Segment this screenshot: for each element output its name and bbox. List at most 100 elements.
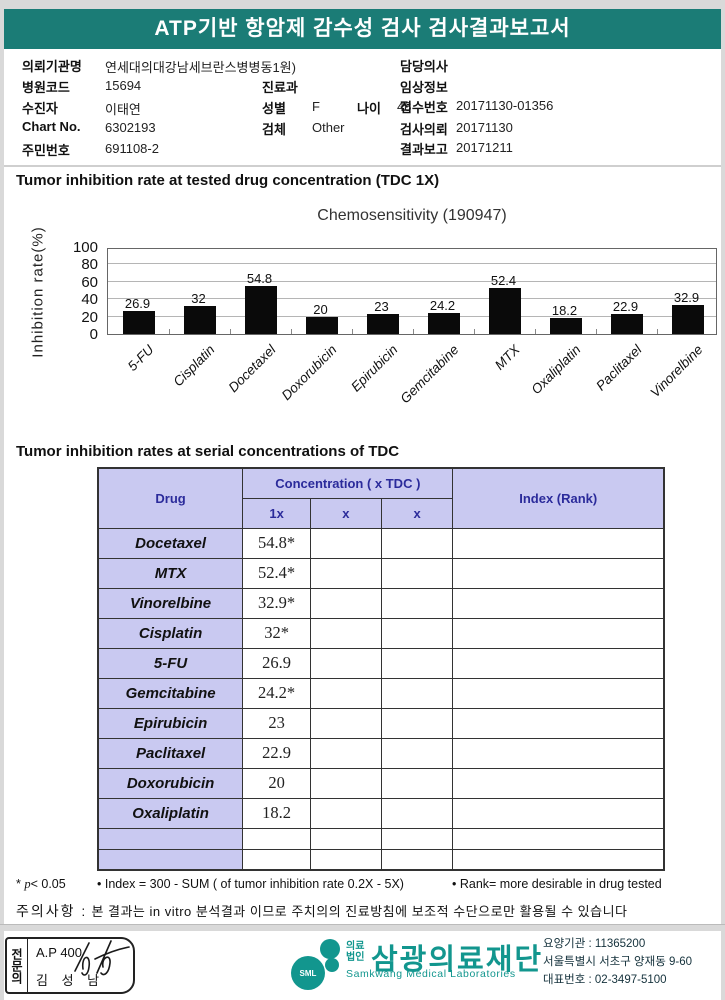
chemosensitivity-chart: Chemosensitivity (190947) Inhibition rat… [0, 195, 725, 445]
chart-no-value: 6302193 [105, 120, 156, 135]
table-row [97, 848, 665, 871]
bar-Doxorubicin [305, 316, 338, 334]
patient-label: 수진자 [22, 101, 58, 116]
drug-name-cell [97, 827, 244, 850]
drug-name-cell [97, 848, 244, 871]
report-date-value: 20171211 [456, 140, 513, 155]
stamp-body: A.P 400 김 성 남 [28, 939, 133, 992]
page-margin-right [721, 0, 725, 1000]
specialist-name: 김 성 남 [36, 973, 105, 988]
hospital-code-label: 병원코드 [22, 80, 70, 95]
drug-name-cell: Doxorubicin [97, 767, 244, 799]
table-row: Epirubicin 23 [97, 707, 665, 739]
drug-name-cell: Cisplatin [97, 617, 244, 649]
value-cell [452, 767, 665, 799]
bar-Epirubicin [366, 314, 399, 334]
bar-value-label: 52.4 [490, 273, 517, 289]
bar-value-label: 54.8 [246, 271, 273, 287]
col-header-concentration: Concentration ( x TDC ) [242, 467, 454, 499]
y-tick-label: 0 [89, 326, 98, 343]
org-value: 연세대의대강남세브란스병병동1원) [105, 60, 296, 75]
x-category-label: Paclitaxel [592, 342, 645, 394]
sml-logo-icon: SML [291, 939, 340, 990]
value-cell [380, 797, 454, 829]
bar-value-label: 32 [191, 291, 206, 307]
gridline [108, 315, 716, 317]
bar-value-label: 18.2 [551, 303, 578, 319]
value-cell [380, 737, 454, 769]
table-row: MTX 52.4* [97, 557, 665, 589]
value-cell: 18.2 [242, 797, 312, 829]
table-row: Doxorubicin 20 [97, 767, 665, 799]
value-cell [310, 647, 382, 679]
y-tick-label: 20 [81, 308, 98, 326]
rank-note: • Rank= more desirable in drug tested [452, 877, 662, 891]
footer-divider [0, 924, 725, 931]
value-cell [380, 617, 454, 649]
x-tick [230, 329, 231, 334]
sml-logo-text: SML [300, 969, 317, 978]
drug-name-cell: 5-FU [97, 647, 244, 679]
bar-5-FU [122, 310, 155, 334]
bar-Oxaliplatin [549, 318, 582, 334]
contact-phone: 대표번호 : 02-3497-5100 [543, 974, 667, 986]
specialist-stamp-box: 전문의 A.P 400 김 성 남 [5, 937, 135, 994]
y-tick-label: 80 [81, 256, 98, 274]
bar-value-label: 24.2 [429, 297, 456, 313]
table-row: Gemcitabine 24.2* [97, 677, 665, 709]
contact-address: 서울특별시 서초구 양재동 9-60 [543, 956, 692, 968]
request-date-label: 검사의뢰 [400, 122, 448, 137]
value-cell [452, 677, 665, 709]
bar-Vinorelbine [671, 305, 704, 334]
specialist-code: A.P 400 [36, 945, 83, 960]
section2-heading: Tumor inhibition rates at serial concent… [16, 443, 400, 460]
chart-no-label: Chart No. [22, 119, 81, 134]
report-title: ATP기반 항암제 감수성 검사 검사결과보고서 [4, 9, 721, 49]
asterisk: * [16, 877, 21, 891]
col-header-x3: x [380, 497, 454, 529]
drug-name-cell: Oxaliplatin [97, 797, 244, 829]
sex-value: F [312, 99, 320, 114]
section-divider [4, 165, 721, 167]
value-cell: 26.9 [242, 647, 312, 679]
table-row: 5-FU 26.9 [97, 647, 665, 679]
index-note: • Index = 300 - SUM ( of tumor inhibitio… [97, 877, 404, 891]
value-cell [380, 707, 454, 739]
value-cell [310, 557, 382, 589]
org-type-line1: 의료 [346, 941, 365, 952]
value-cell [452, 797, 665, 829]
value-cell [242, 827, 312, 850]
value-cell [310, 587, 382, 619]
value-cell [380, 677, 454, 709]
table-row [97, 827, 665, 850]
chart-title: Chemosensitivity (190947) [317, 207, 507, 224]
value-cell [452, 587, 665, 619]
patient-value: 이태연 [105, 102, 141, 117]
value-cell [380, 647, 454, 679]
value-cell: 32* [242, 617, 312, 649]
drug-name-cell: Gemcitabine [97, 677, 244, 709]
value-cell [452, 617, 665, 649]
value-cell [242, 848, 312, 871]
caution-label: 주의사항 : [16, 903, 88, 919]
value-cell: 23 [242, 707, 312, 739]
bar-value-label: 20 [313, 301, 328, 317]
specialist-vertical-label: 전문의 [7, 939, 28, 992]
value-cell: 20 [242, 767, 312, 799]
value-cell [452, 737, 665, 769]
drug-name-cell: MTX [97, 557, 244, 589]
x-tick [474, 329, 475, 334]
page-margin-top [0, 0, 725, 9]
org-type-line2: 법인 [346, 952, 365, 963]
value-cell [380, 848, 454, 871]
value-cell [380, 767, 454, 799]
table-row: Paclitaxel 22.9 [97, 737, 665, 769]
org-label: 의뢰기관명 [22, 59, 82, 74]
col-header-drug: Drug [97, 467, 244, 529]
value-cell [310, 737, 382, 769]
caution-note: 주의사항 : 본 결과는 in vitro 분석결과 이므로 주치의의 진료방침… [16, 901, 628, 921]
value-cell [380, 557, 454, 589]
sex-label: 성별 [262, 101, 286, 116]
x-tick [535, 329, 536, 334]
org-name-english: Samkwang Medical Laboratories [346, 968, 516, 980]
